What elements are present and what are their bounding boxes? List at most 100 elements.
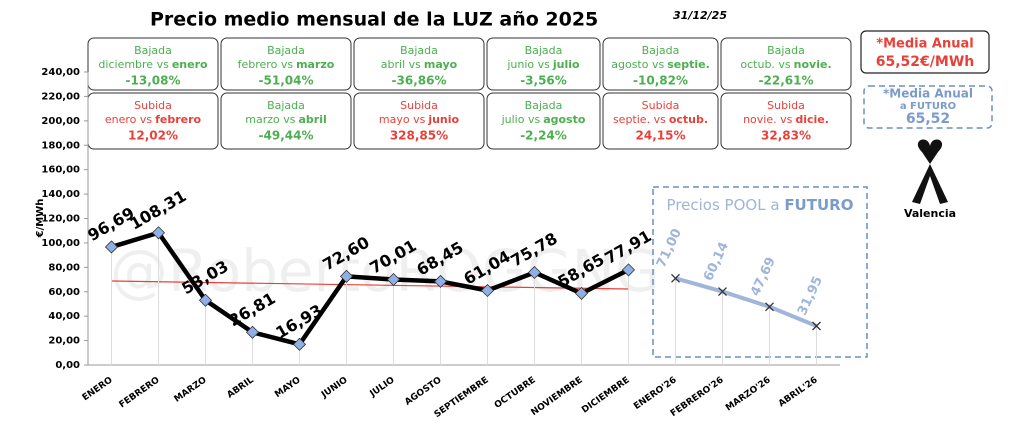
annotation-to: junio <box>427 113 459 126</box>
annotation-box <box>602 37 719 91</box>
annotation-from: abril vs <box>381 58 421 71</box>
x-tick-label: OCTUBRE <box>493 375 538 411</box>
annotation-box <box>720 37 852 91</box>
point-marker <box>671 273 680 283</box>
annotation-box <box>720 92 852 150</box>
annotation-from: diciembre vs <box>98 58 169 71</box>
annotation-compare: mayo vs junio <box>379 113 460 126</box>
annotation-from: septie. vs <box>613 113 666 126</box>
annotation-kind: Bajada <box>525 44 563 57</box>
annotation-kind: Subida <box>642 99 680 112</box>
trend-line <box>111 280 629 290</box>
annotation-to: febrero <box>155 113 201 126</box>
series-line <box>110 230 630 347</box>
point-marker <box>527 265 542 280</box>
point-marker <box>292 337 307 351</box>
annotation-box <box>486 92 601 150</box>
annotation-pct: -49,44% <box>259 129 314 143</box>
annotation-from: novie. vs <box>743 113 793 126</box>
annotation-kind: Bajada <box>642 44 680 57</box>
annotation-pct: 24,15% <box>636 129 686 143</box>
annotation-kind: Subida <box>134 99 172 112</box>
annotation-from: febrero vs <box>238 58 294 71</box>
annotation-box <box>220 37 352 91</box>
media-futuro-label: a FUTURO <box>900 101 956 112</box>
value-label: 108,31 <box>127 186 190 233</box>
annotation-compare: novie. vs dicie. <box>743 113 829 126</box>
annotation-pct: -13,08% <box>126 74 181 88</box>
point-marker <box>480 283 495 298</box>
annotation-compare: octub. vs novie. <box>740 58 831 71</box>
annotation-compare: junio vs julio <box>506 58 580 71</box>
annotation-kind: Bajada <box>525 99 563 112</box>
annotation-box <box>602 92 719 150</box>
x-tick-label: MARZO'26 <box>724 375 773 413</box>
media-futuro-value: 65,52 <box>906 111 950 127</box>
annotation-to: octub. <box>669 113 708 126</box>
annotation-pct: -10,82% <box>633 74 688 88</box>
point-marker <box>339 269 354 283</box>
annotation-compare: abril vs mayo <box>381 58 458 71</box>
annotation-compare: septie. vs octub. <box>613 113 708 126</box>
x-tick-label: ABRIL <box>225 375 255 400</box>
x-tick-label: MARZO <box>173 375 209 405</box>
y-tick-label: 140,00 <box>41 189 80 200</box>
annotation-compare: febrero vs marzo <box>238 58 335 71</box>
x-tick-label: DICIEMBRE <box>580 375 631 415</box>
y-tick-label: 20,00 <box>48 336 80 347</box>
point-marker <box>151 226 166 240</box>
annotation-box <box>486 37 601 91</box>
annotation-to: marzo <box>296 58 335 71</box>
series-line <box>674 276 818 328</box>
annotation-to: julio <box>552 58 580 71</box>
annotation-kind: Bajada <box>267 99 305 112</box>
media-futuro-box <box>863 85 993 129</box>
x-tick-label: ENERO <box>81 375 115 403</box>
point-marker <box>621 263 636 277</box>
annotation-from: enero vs <box>105 113 153 126</box>
annotation-pct: 328,85% <box>390 129 448 143</box>
annotation-compare: enero vs febrero <box>105 113 202 126</box>
point-marker <box>245 325 260 339</box>
point-marker <box>198 293 213 307</box>
annotation-compare: diciembre vs enero <box>98 58 208 71</box>
annotation-kind: Bajada <box>400 44 438 57</box>
futures-box <box>652 186 868 358</box>
y-axis-label: €/MWh <box>35 199 46 239</box>
annotation-pct: -2,24% <box>520 129 567 143</box>
x-tick-label: JULIO <box>368 375 397 400</box>
annotation-kind: Bajada <box>134 44 172 57</box>
annotation-to: enero <box>172 58 208 71</box>
point-marker <box>574 286 589 300</box>
y-tick-label: 200,00 <box>41 116 80 127</box>
annotation-compare: agosto vs septie. <box>611 58 710 71</box>
annotation-to: septie. <box>667 58 710 71</box>
annotation-from: agosto vs <box>611 58 664 71</box>
value-label: 31,95 <box>795 274 826 318</box>
annotation-from: junio vs <box>506 58 550 71</box>
y-tick-label: 160,00 <box>41 165 80 176</box>
y-tick-label: 80,00 <box>48 262 80 273</box>
point-marker <box>433 274 448 288</box>
annotation-pct: -22,61% <box>759 74 814 88</box>
annotation-to: novie. <box>794 58 832 71</box>
annotation-kind: Subida <box>400 99 438 112</box>
y-tick-label: 240,00 <box>41 67 80 78</box>
y-tick-label: 60,00 <box>48 287 80 298</box>
point-marker <box>812 321 821 331</box>
value-label: 16,93 <box>272 301 325 343</box>
y-tick-label: 0,00 <box>55 360 80 371</box>
annotation-from: mayo vs <box>379 113 426 126</box>
annotation-box <box>353 37 485 91</box>
date: 31/12/25 <box>673 9 727 22</box>
annotation-compare: julio vs agosto <box>501 113 586 126</box>
annotation-to: agosto <box>543 113 586 126</box>
annotation-to: abril <box>298 113 326 126</box>
mourning-ribbon <box>912 139 948 204</box>
annotation-from: octub. vs <box>740 58 791 71</box>
media-anual-label: *Media Anual <box>876 37 973 52</box>
x-tick-label: FEBRERO <box>118 375 162 410</box>
value-label: 47,69 <box>748 255 779 299</box>
media-anual-value: 65,52€/MWh <box>876 54 974 70</box>
value-label: 60,14 <box>701 240 732 284</box>
